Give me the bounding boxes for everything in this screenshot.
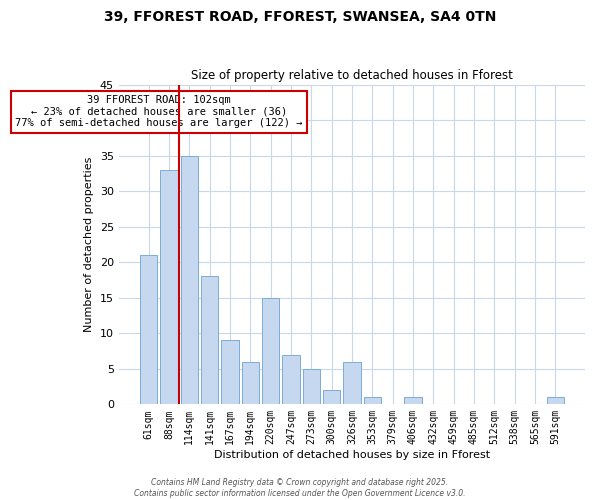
Bar [181,156,198,404]
Bar [343,362,361,405]
X-axis label: Distribution of detached houses by size in Fforest: Distribution of detached houses by size … [214,450,490,460]
Text: Contains HM Land Registry data © Crown copyright and database right 2025.
Contai: Contains HM Land Registry data © Crown c… [134,478,466,498]
Bar [242,362,259,405]
Bar [323,390,340,404]
Bar [221,340,239,404]
Bar [201,276,218,404]
Bar [283,354,299,405]
Text: 39 FFOREST ROAD: 102sqm
← 23% of detached houses are smaller (36)
77% of semi-de: 39 FFOREST ROAD: 102sqm ← 23% of detache… [15,95,302,128]
Bar [547,397,564,404]
Bar [302,369,320,404]
Bar [140,255,157,404]
Bar [262,298,279,405]
Title: Size of property relative to detached houses in Fforest: Size of property relative to detached ho… [191,69,513,82]
Bar [160,170,178,404]
Text: 39, FFOREST ROAD, FFOREST, SWANSEA, SA4 0TN: 39, FFOREST ROAD, FFOREST, SWANSEA, SA4 … [104,10,496,24]
Bar [364,397,381,404]
Bar [404,397,422,404]
Y-axis label: Number of detached properties: Number of detached properties [85,157,94,332]
